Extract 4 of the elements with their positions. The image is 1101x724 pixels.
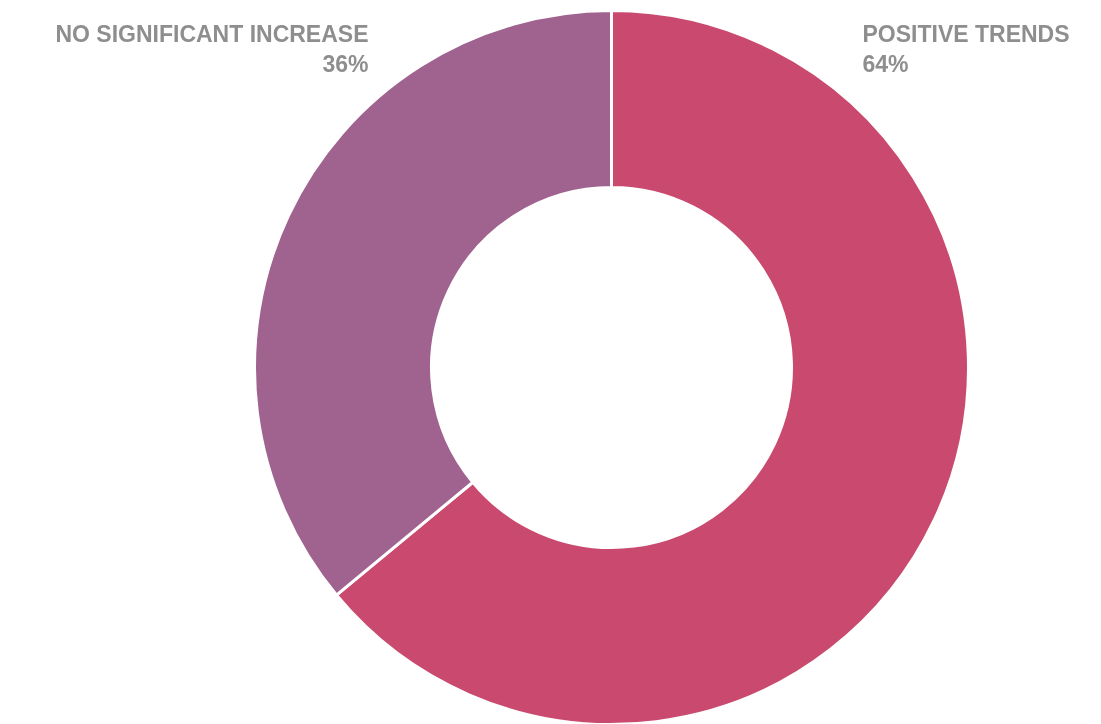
slice-label: POSITIVE TRENDS — [862, 20, 1070, 47]
slice-label: NO SIGNIFICANT INCREASE — [55, 20, 369, 47]
data-label: 36% — [322, 50, 369, 77]
data-label: 64% — [862, 50, 909, 77]
